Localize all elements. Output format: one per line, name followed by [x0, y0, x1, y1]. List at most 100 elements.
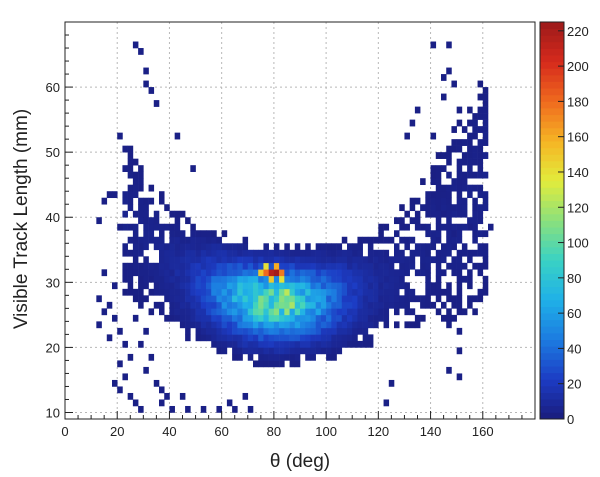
heatmap-cell	[347, 288, 353, 296]
heatmap-cell	[211, 282, 217, 290]
heatmap-cell	[242, 308, 249, 316]
heatmap-cell	[394, 308, 400, 316]
heatmap-cell	[289, 321, 296, 329]
heatmap-cell	[247, 269, 254, 277]
heatmap-cell	[409, 288, 416, 296]
heatmap-cell	[294, 360, 301, 368]
heatmap-cell	[143, 67, 149, 75]
heatmap-cell	[414, 223, 421, 231]
heatmap-cell	[263, 295, 269, 303]
heatmap-cell	[357, 301, 363, 309]
heatmap-cell	[383, 301, 390, 309]
heatmap-cell	[169, 249, 175, 257]
heatmap-cell	[273, 314, 280, 322]
heatmap-cell	[414, 106, 421, 114]
heatmap-cell	[258, 269, 264, 277]
heatmap-cell	[263, 314, 269, 322]
heatmap-cell	[258, 321, 264, 329]
heatmap-cell	[467, 269, 473, 277]
heatmap-cell	[326, 347, 332, 355]
heatmap-cell	[185, 217, 191, 225]
heatmap-cell	[310, 347, 316, 355]
heatmap-cell	[467, 132, 473, 140]
heatmap-cell	[357, 308, 363, 316]
heatmap-cell	[216, 275, 222, 283]
heatmap-cell	[179, 282, 186, 290]
heatmap-cell	[441, 204, 447, 212]
colorbar-segment	[540, 154, 564, 162]
heatmap-cell	[347, 275, 353, 283]
heatmap-cell	[174, 314, 181, 322]
colorbar-segment	[540, 352, 564, 360]
heatmap-cell	[456, 230, 463, 238]
heatmap-cell	[383, 321, 390, 329]
heatmap-cell	[284, 334, 290, 342]
heatmap-cell	[336, 308, 343, 316]
heatmap-cell	[106, 191, 113, 199]
heatmap-cell	[482, 230, 489, 238]
heatmap-cell	[253, 327, 259, 335]
heatmap-cell	[242, 334, 249, 342]
heatmap-cell	[446, 314, 452, 322]
heatmap-cell	[200, 249, 207, 257]
heatmap-cell	[153, 223, 160, 231]
heatmap-cell	[315, 334, 322, 342]
heatmap-cell	[482, 93, 489, 101]
heatmap-cell	[195, 288, 202, 296]
heatmap-cell	[305, 282, 311, 290]
colorbar-tick-label: 100	[567, 236, 589, 251]
colorbar-segment	[540, 160, 564, 168]
heatmap-cell	[127, 275, 134, 283]
heatmap-cell	[122, 145, 128, 153]
heatmap-cell	[159, 275, 165, 283]
colorbar-segment	[540, 253, 564, 261]
heatmap-cell	[420, 314, 426, 322]
heatmap-cell	[425, 210, 431, 218]
heatmap-cell	[279, 275, 285, 283]
heatmap-cell	[247, 334, 254, 342]
heatmap-cell	[232, 327, 238, 335]
heatmap-cell	[253, 262, 259, 270]
heatmap-cell	[300, 327, 306, 335]
heatmap-cell	[174, 282, 181, 290]
heatmap-cell	[289, 353, 296, 361]
heatmap-cell	[310, 288, 316, 296]
heatmap-cell	[430, 288, 437, 296]
heatmap-cell	[127, 204, 134, 212]
heatmap-cell	[138, 197, 144, 205]
heatmap-cell	[190, 295, 196, 303]
heatmap-cell	[488, 223, 494, 231]
heatmap-cell	[289, 340, 296, 348]
heatmap-cell	[404, 295, 410, 303]
heatmap-cell	[273, 360, 280, 368]
heatmap-cell	[122, 262, 128, 270]
heatmap-cell	[273, 301, 280, 309]
heatmap-cell	[315, 262, 322, 270]
colorbar-tick-label: 20	[567, 377, 581, 392]
heatmap-cell	[268, 256, 275, 264]
heatmap-cell	[352, 288, 358, 296]
heatmap-cell	[430, 41, 437, 49]
heatmap-cell	[127, 288, 134, 296]
heatmap-cell	[420, 269, 426, 277]
heatmap-cell	[127, 249, 134, 257]
heatmap-cell	[200, 301, 207, 309]
heatmap-cell	[451, 80, 457, 88]
colorbar-segment	[540, 167, 564, 175]
heatmap-cell	[221, 295, 228, 303]
heatmap-cell	[273, 275, 280, 283]
heatmap-cell	[435, 191, 442, 199]
heatmap-cell	[326, 295, 332, 303]
heatmap-cell	[200, 321, 207, 329]
heatmap-cell	[331, 347, 337, 355]
heatmap-cell	[96, 295, 102, 303]
heatmap-cell	[206, 275, 212, 283]
heatmap-cell	[127, 145, 134, 153]
heatmap-cell	[409, 236, 416, 244]
heatmap-cell	[467, 256, 473, 264]
heatmap-cell	[336, 282, 343, 290]
heatmap-cell	[446, 308, 452, 316]
heatmap-cell	[96, 217, 102, 225]
heatmap-cell	[148, 269, 155, 277]
heatmap-cell	[153, 210, 160, 218]
